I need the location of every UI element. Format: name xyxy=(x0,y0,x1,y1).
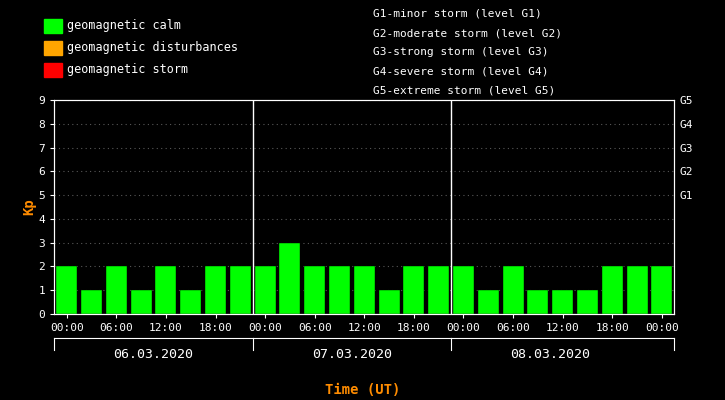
Bar xyxy=(552,290,573,314)
Bar xyxy=(205,266,226,314)
Bar xyxy=(254,266,276,314)
Text: geomagnetic disturbances: geomagnetic disturbances xyxy=(67,42,238,54)
Bar xyxy=(130,290,152,314)
Text: 07.03.2020: 07.03.2020 xyxy=(312,348,392,360)
Text: G5-extreme storm (level G5): G5-extreme storm (level G5) xyxy=(373,86,555,96)
Bar xyxy=(626,266,647,314)
Bar xyxy=(577,290,598,314)
Bar xyxy=(57,266,78,314)
Bar xyxy=(502,266,523,314)
Bar xyxy=(155,266,176,314)
Bar xyxy=(181,290,202,314)
Text: G2-moderate storm (level G2): G2-moderate storm (level G2) xyxy=(373,28,563,38)
Bar xyxy=(403,266,424,314)
Bar xyxy=(378,290,399,314)
Text: G4-severe storm (level G4): G4-severe storm (level G4) xyxy=(373,67,549,77)
Text: G3-strong storm (level G3): G3-strong storm (level G3) xyxy=(373,47,549,57)
Bar xyxy=(453,266,474,314)
Text: 08.03.2020: 08.03.2020 xyxy=(510,348,590,360)
Text: G1-minor storm (level G1): G1-minor storm (level G1) xyxy=(373,9,542,19)
Bar xyxy=(602,266,623,314)
Bar xyxy=(651,266,672,314)
Bar xyxy=(329,266,350,314)
Bar xyxy=(527,290,548,314)
Bar xyxy=(478,290,499,314)
Bar xyxy=(354,266,375,314)
Text: Time (UT): Time (UT) xyxy=(325,383,400,397)
Y-axis label: Kp: Kp xyxy=(22,199,36,215)
Text: geomagnetic calm: geomagnetic calm xyxy=(67,20,181,32)
Text: geomagnetic storm: geomagnetic storm xyxy=(67,64,188,76)
Bar xyxy=(304,266,326,314)
Bar xyxy=(230,266,251,314)
Bar xyxy=(279,243,300,314)
Text: 06.03.2020: 06.03.2020 xyxy=(114,348,194,360)
Bar xyxy=(428,266,450,314)
Bar xyxy=(106,266,127,314)
Bar xyxy=(81,290,102,314)
